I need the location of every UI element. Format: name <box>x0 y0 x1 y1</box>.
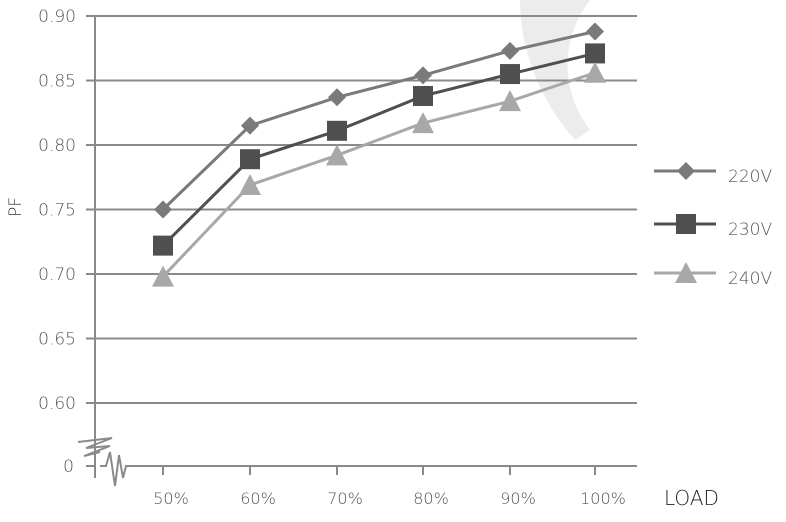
series-230V <box>153 43 605 256</box>
legend-label: 220V <box>728 167 772 187</box>
watermark-logo <box>520 0 590 140</box>
square-marker-icon <box>500 64 520 85</box>
y-axis-break-icon <box>77 437 113 457</box>
x-tick-label: 100% <box>580 489 626 508</box>
x-tick-label: 80% <box>413 489 449 508</box>
y-tick-label: 0.90 <box>38 7 76 27</box>
diamond-marker-icon <box>154 200 172 219</box>
series-line <box>161 51 596 247</box>
square-marker-icon <box>676 214 696 234</box>
x-tick-label: 50% <box>153 489 189 508</box>
square-marker-icon <box>153 235 173 256</box>
diamond-marker-icon <box>414 66 432 85</box>
x-tick-label: 90% <box>500 489 536 508</box>
series-line <box>161 30 596 211</box>
triangle-marker-icon <box>412 112 434 134</box>
triangle-marker-icon <box>239 173 261 195</box>
y-axis-label: PF <box>6 197 26 217</box>
y-tick-label: 0.70 <box>38 265 76 285</box>
square-marker-icon <box>240 149 260 170</box>
triangle-marker-icon <box>584 61 606 83</box>
y-tick-label: 0 <box>63 457 74 477</box>
x-axis-label: LOAD <box>664 486 719 510</box>
legend-label: 230V <box>728 220 772 240</box>
series-line <box>161 71 596 278</box>
y-axis-ticks: 0 0.60 0.65 0.70 0.75 0.80 0.85 0.90 <box>38 7 76 477</box>
x-tick-label: 60% <box>240 489 276 508</box>
y-tick-label: 0.60 <box>38 394 76 414</box>
diamond-marker-icon <box>586 22 604 41</box>
square-marker-icon <box>413 85 433 106</box>
x-tick-label: 70% <box>327 489 363 508</box>
triangle-marker-icon <box>326 144 348 166</box>
triangle-marker-icon <box>675 262 697 283</box>
diamond-marker-icon <box>501 41 519 60</box>
diamond-marker-icon <box>328 88 346 107</box>
y-tick-label: 0.80 <box>38 136 76 156</box>
square-marker-icon <box>327 120 347 141</box>
series-group <box>152 22 606 287</box>
y-tick-label: 0.85 <box>38 72 76 92</box>
triangle-marker-icon <box>152 265 174 287</box>
y-tick-label: 0.65 <box>38 330 76 350</box>
series-220V <box>154 22 604 219</box>
square-marker-icon <box>585 43 605 64</box>
x-axis-ticks: 50% 60% 70% 80% 90% 100% <box>153 466 626 508</box>
triangle-marker-icon <box>499 90 521 112</box>
legend: 220V 230V 240V <box>654 162 772 289</box>
y-tick-label: 0.75 <box>38 201 76 221</box>
legend-item-220V: 220V <box>654 162 772 187</box>
series-240V <box>152 61 606 287</box>
legend-label: 240V <box>728 269 772 289</box>
legend-item-240V: 240V <box>654 262 772 289</box>
x-axis <box>100 451 637 487</box>
diamond-marker-icon <box>241 116 259 135</box>
diamond-marker-icon <box>677 162 695 180</box>
legend-item-230V: 230V <box>654 214 772 240</box>
